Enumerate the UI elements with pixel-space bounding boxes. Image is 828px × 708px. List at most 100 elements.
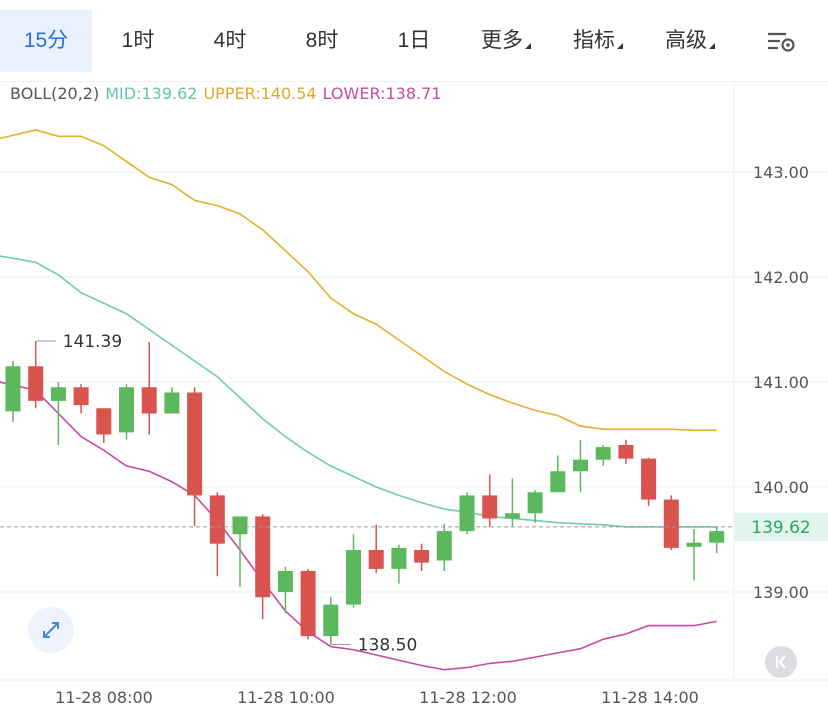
candle-body xyxy=(550,471,566,493)
max-annotation-label: 141.39 xyxy=(63,332,122,352)
candle-up xyxy=(391,544,407,584)
candle-up xyxy=(436,523,452,571)
candle-up xyxy=(50,382,66,445)
candle-body xyxy=(504,513,520,519)
caret-down-icon xyxy=(617,43,623,49)
candle-body xyxy=(187,392,203,496)
tab-label: 1日 xyxy=(397,29,431,52)
boll-indicator-legend: BOLL(20,2) MID:139.62 UPPER:140.54 LOWER:13… xyxy=(10,84,447,106)
caret-down-icon xyxy=(709,43,715,49)
candle-down xyxy=(28,341,44,409)
candle-up xyxy=(232,516,248,587)
candle-down xyxy=(209,492,225,577)
caret-down-icon xyxy=(525,43,531,49)
tab-label: 高级 xyxy=(665,29,707,52)
tab-1h[interactable]: 1时 xyxy=(92,10,184,72)
candle-body xyxy=(346,550,361,605)
x-tick-label: 11-28 14:00 xyxy=(601,688,699,707)
candle-down xyxy=(482,474,498,527)
candle-up xyxy=(573,439,588,493)
tab-label: 8时 xyxy=(305,29,339,52)
boll-name: BOLL(20,2) xyxy=(10,84,100,103)
boll-mid-line xyxy=(0,255,717,528)
candle-down xyxy=(141,342,157,435)
candle-up xyxy=(277,566,293,613)
candle-body xyxy=(641,458,657,500)
candle-up xyxy=(459,492,475,535)
boll-lower-value: LOWER:138.71 xyxy=(322,84,442,103)
tab-label: 4时 xyxy=(213,29,247,52)
candle-body xyxy=(28,366,44,401)
collapse-left-icon[interactable] xyxy=(765,646,797,678)
tab-label: 更多 xyxy=(481,29,523,52)
current-price-label: 139.62 xyxy=(751,518,810,538)
candle-up xyxy=(5,361,21,422)
expand-arrows-icon[interactable] xyxy=(28,607,74,653)
candle-body xyxy=(73,387,89,406)
candle-body xyxy=(323,604,339,637)
candle-up xyxy=(527,490,543,523)
boll-upper-value: UPPER:140.54 xyxy=(203,84,317,103)
candle-body xyxy=(50,387,66,401)
candle-body xyxy=(300,571,316,637)
candle-body xyxy=(277,571,293,592)
candle-down xyxy=(641,457,657,506)
min-annotation-label: 138.50 xyxy=(358,636,417,656)
candle-body xyxy=(391,547,407,569)
x-tick-label: 11-28 08:00 xyxy=(55,688,153,707)
candle-up xyxy=(164,387,180,414)
boll-mid-value: MID:139.62 xyxy=(105,84,198,103)
tab-label: 1时 xyxy=(121,29,155,52)
candle-body xyxy=(663,499,679,548)
tab-label: 指标 xyxy=(573,29,615,52)
candle-down xyxy=(96,408,112,443)
candle-down xyxy=(255,514,271,620)
y-tick-label: 139.00 xyxy=(753,583,809,602)
candle-body xyxy=(255,516,271,598)
tab-8h[interactable]: 8时 xyxy=(276,10,368,72)
candle-body xyxy=(209,495,225,544)
candle-body xyxy=(232,516,248,535)
candle-body xyxy=(709,531,725,543)
tab-4h[interactable]: 4时 xyxy=(184,10,276,72)
candle-body xyxy=(686,542,702,547)
candle-body xyxy=(459,495,475,532)
candle-down xyxy=(300,568,316,640)
candle-body xyxy=(119,387,134,433)
candle-body xyxy=(573,459,588,472)
candle-down xyxy=(663,495,679,550)
tab-1d[interactable]: 1日 xyxy=(368,10,460,72)
candle-down xyxy=(368,524,384,574)
x-tick-label: 11-28 10:00 xyxy=(237,688,335,707)
candle-body xyxy=(414,550,430,563)
candle-up xyxy=(323,597,339,645)
candle-down xyxy=(414,543,430,571)
boll-lower-line xyxy=(0,381,717,671)
y-tick-label: 141.00 xyxy=(753,373,809,392)
current-price-tag xyxy=(734,512,828,541)
candle-down xyxy=(618,439,634,464)
candle-body xyxy=(5,366,21,412)
x-tick-label: 11-28 12:00 xyxy=(419,688,517,707)
tab-label: 15分 xyxy=(23,29,69,52)
y-tick-label: 142.00 xyxy=(753,268,809,287)
candle-body xyxy=(436,531,452,561)
candle-up xyxy=(595,445,611,466)
candle-up xyxy=(119,384,134,440)
tab-more[interactable]: 更多 xyxy=(460,10,552,72)
candle-body xyxy=(96,408,112,435)
candle-up xyxy=(346,534,361,608)
tab-15min[interactable]: 15分 xyxy=(0,10,92,72)
y-tick-label: 140.00 xyxy=(753,478,809,497)
candle-down xyxy=(187,387,203,526)
chart-settings-icon[interactable] xyxy=(758,26,802,58)
candle-body xyxy=(368,550,384,569)
candle-up xyxy=(550,455,566,493)
tab-indicators[interactable]: 指标 xyxy=(552,10,644,72)
timeframe-tabbar: 15分 1时 4时 8时 1日 更多 指标 高级 xyxy=(0,0,828,82)
candle-up xyxy=(709,526,725,554)
candle-body xyxy=(595,447,611,460)
candle-up xyxy=(686,529,702,581)
tab-advanced[interactable]: 高级 xyxy=(644,10,736,72)
